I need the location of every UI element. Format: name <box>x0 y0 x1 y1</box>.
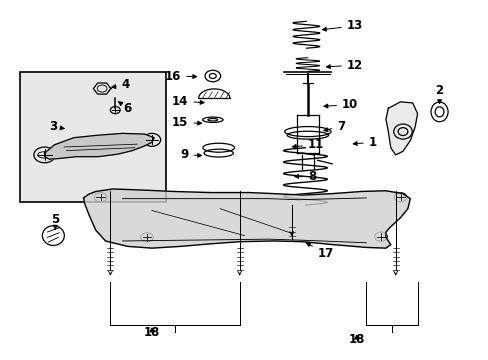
Text: 5: 5 <box>51 213 60 229</box>
Text: 6: 6 <box>118 102 132 115</box>
Bar <box>20 72 166 202</box>
Text: 15: 15 <box>172 116 201 129</box>
Text: 17: 17 <box>306 243 333 260</box>
Text: 10: 10 <box>323 98 358 111</box>
Text: 8: 8 <box>294 170 316 183</box>
Text: 14: 14 <box>172 95 203 108</box>
Text: 9: 9 <box>180 148 201 161</box>
Polygon shape <box>83 189 409 248</box>
Text: 12: 12 <box>325 59 363 72</box>
Text: 2: 2 <box>435 84 443 104</box>
Text: 13: 13 <box>322 19 363 32</box>
Polygon shape <box>385 102 417 155</box>
Text: 16: 16 <box>164 69 196 82</box>
Text: 11: 11 <box>292 138 324 151</box>
Text: 7: 7 <box>323 120 345 133</box>
Polygon shape <box>44 134 154 159</box>
Text: 18: 18 <box>143 326 160 339</box>
Text: 4: 4 <box>112 78 130 91</box>
Text: 3: 3 <box>49 121 64 134</box>
Text: 1: 1 <box>352 136 376 149</box>
Text: 18: 18 <box>348 333 364 346</box>
